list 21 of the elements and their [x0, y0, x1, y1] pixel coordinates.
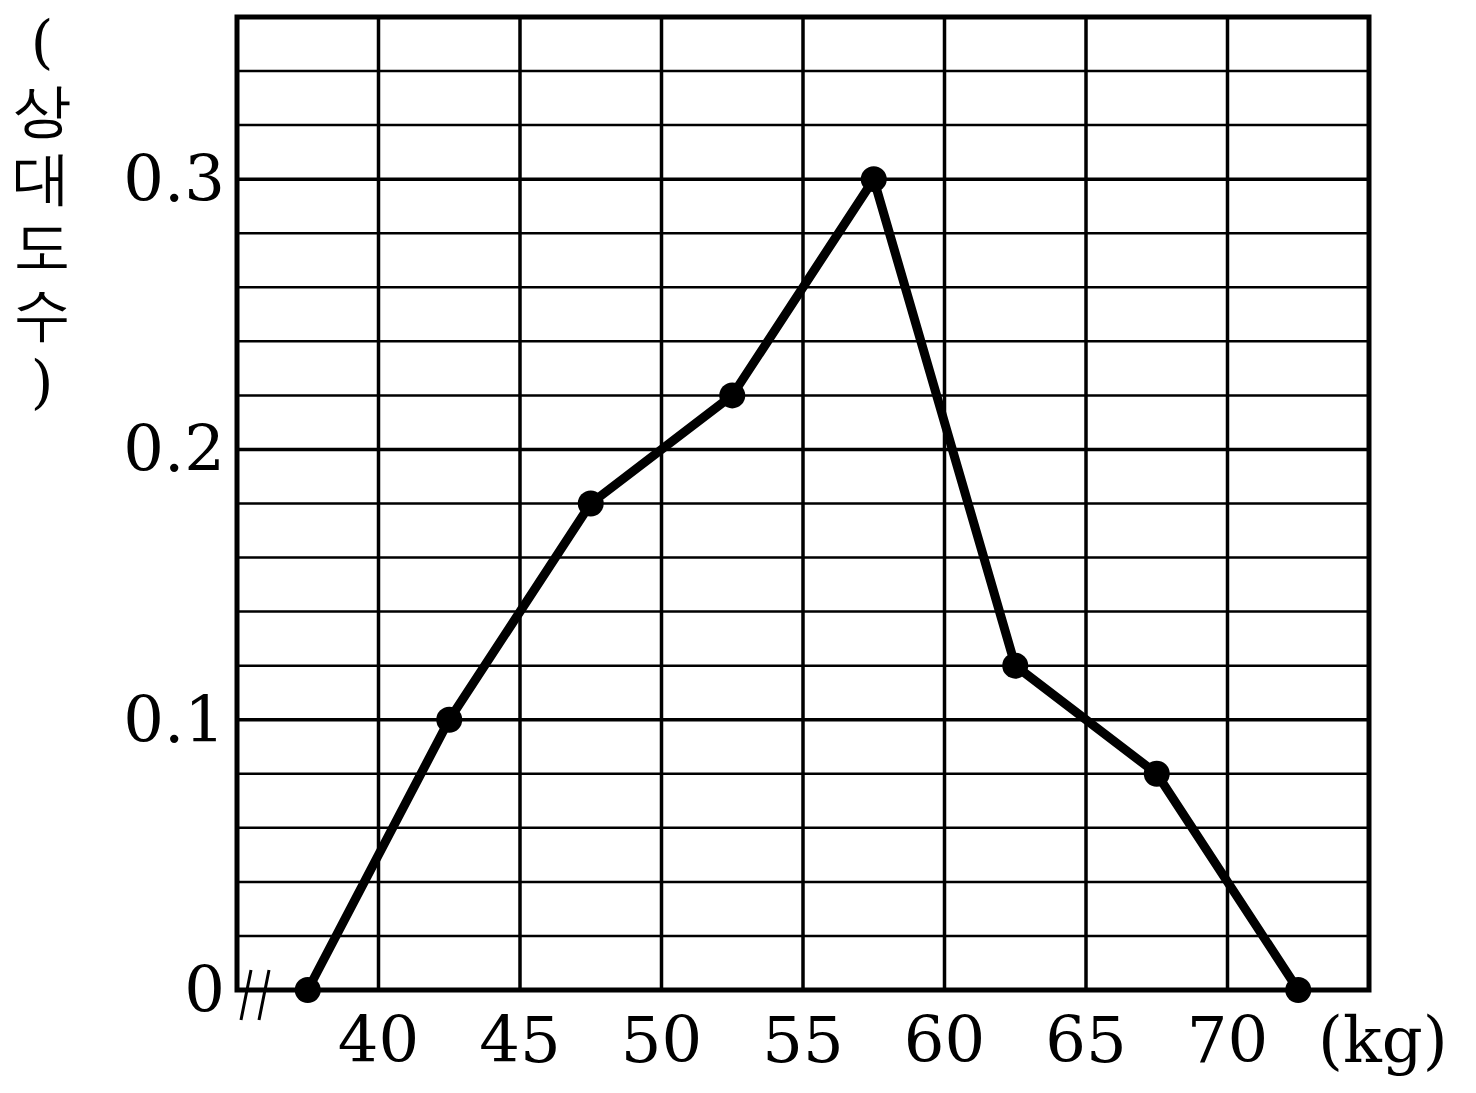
point	[436, 706, 463, 733]
point	[1002, 652, 1029, 679]
x-axis-title: (kg)	[1318, 1003, 1448, 1077]
y-tick-label: 0.3	[123, 142, 225, 217]
x-tick-label: 60	[903, 1003, 986, 1077]
point	[577, 490, 604, 517]
point	[1285, 977, 1312, 1003]
x-tick-label: 55	[762, 1003, 844, 1077]
x-tick-label: 40	[337, 1003, 420, 1077]
y-tick-label: 0	[184, 953, 225, 1027]
y-tick-label: 0.2	[123, 412, 225, 487]
x-tick-label: 70	[1186, 1003, 1269, 1077]
x-tick-label: 45	[479, 1003, 561, 1077]
x-tick-label: 50	[620, 1003, 703, 1077]
x-tick-label: 65	[1045, 1003, 1127, 1077]
y-axis-title: (상대도수)	[13, 8, 71, 416]
point	[294, 977, 321, 1003]
point	[860, 166, 887, 193]
point	[719, 382, 746, 409]
y-tick-label: 0.1	[123, 682, 225, 757]
point	[1143, 760, 1170, 787]
